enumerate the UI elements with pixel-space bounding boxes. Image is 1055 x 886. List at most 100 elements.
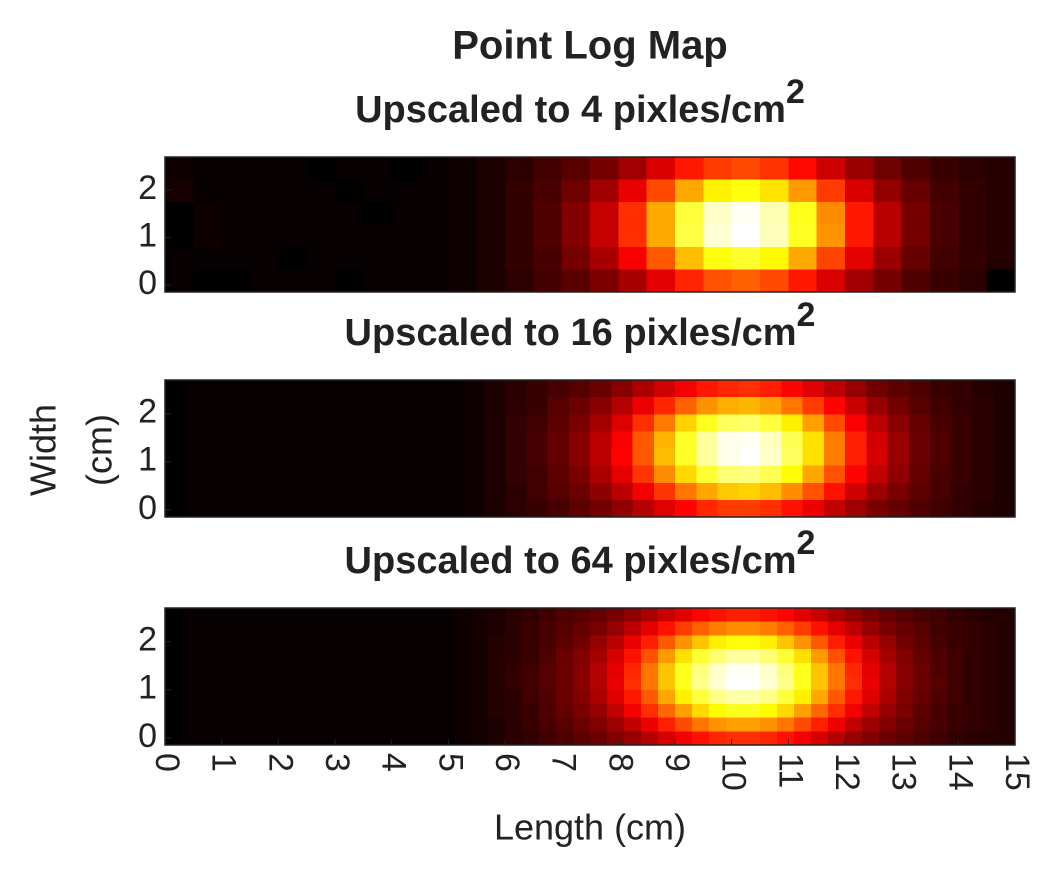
heatmap-cell: [845, 269, 874, 293]
heatmap-cell: [454, 608, 472, 623]
heatmap-cell: [738, 431, 761, 450]
heatmap-cell: [568, 380, 591, 398]
heatmap-cell: [267, 717, 285, 732]
heatmap-cell: [703, 247, 733, 271]
heatmap-cell: [271, 499, 294, 518]
heatmap-cell: [958, 179, 988, 203]
heatmap-cell: [556, 635, 574, 650]
x-tick-label: 10: [715, 753, 753, 791]
heatmap-cell: [437, 621, 455, 636]
heatmap-cell: [958, 269, 988, 293]
heatmap-cell: [561, 247, 591, 271]
heatmap-cell: [292, 431, 315, 450]
heatmap-cell: [986, 247, 1016, 271]
heatmap-cell: [186, 499, 209, 518]
heatmap-cell: [522, 635, 540, 650]
heatmap-cell: [561, 179, 591, 203]
heatmap-cell: [533, 269, 563, 293]
heatmap-cell: [675, 414, 697, 432]
heatmap-cell: [441, 482, 464, 501]
heatmap-cell: [352, 717, 370, 732]
heatmap-cell: [823, 397, 846, 415]
heatmap-cell: [696, 465, 719, 484]
heatmap-cell: [165, 224, 194, 248]
heatmap-cell: [250, 380, 272, 398]
heatmap-cell: [828, 649, 846, 664]
heatmap-cell: [901, 224, 931, 248]
heatmap-cell: [539, 635, 557, 650]
heatmap-cell: [377, 414, 400, 432]
heatmap-cell: [420, 731, 438, 746]
heatmap-cell: [505, 179, 534, 203]
heatmap-cell: [573, 662, 591, 678]
heatmap-cell: [448, 269, 478, 293]
heatmap-cell: [658, 731, 676, 746]
heatmap-cell: [866, 380, 889, 398]
heatmap-cell: [590, 431, 612, 450]
heatmap-cell: [505, 431, 527, 450]
heatmap-cell: [313, 380, 336, 398]
heatmap-cell: [951, 465, 974, 484]
heatmap-cell: [533, 179, 563, 203]
heatmap-cell: [233, 608, 251, 623]
heatmap-cell: [462, 465, 485, 484]
heatmap-cell: [743, 608, 761, 623]
heatmap-cell: [879, 608, 897, 623]
heatmap-cell: [561, 157, 591, 181]
heatmap-cell: [193, 157, 223, 181]
heatmap-cell: [930, 690, 948, 705]
heatmap-cell: [590, 662, 608, 678]
heatmap-cell: [738, 414, 761, 432]
panel-title-superscript: 2: [786, 73, 805, 111]
heatmap-cell: [811, 621, 829, 636]
heatmap-cell: [301, 703, 319, 719]
heatmap-cell: [250, 608, 268, 623]
heatmap-cell: [199, 731, 217, 746]
heatmap-cell: [352, 621, 370, 636]
heatmap-cell: [363, 224, 393, 248]
heatmap-cells: [165, 608, 1016, 746]
heatmap-cell: [590, 621, 608, 636]
heatmap-cell: [228, 465, 251, 484]
heatmap-cell: [356, 465, 379, 484]
heatmap-cell: [823, 482, 846, 501]
heatmap-cell: [420, 499, 442, 518]
heatmap-cell: [301, 662, 319, 678]
heatmap-cell: [522, 662, 540, 678]
heatmap-cell: [590, 179, 619, 203]
heatmap-cell: [165, 635, 183, 650]
heatmap-cell: [556, 649, 574, 664]
heatmap-cell: [363, 157, 393, 181]
heatmap-cell: [454, 717, 472, 732]
heatmap-cell: [221, 179, 251, 203]
heatmap-cell: [981, 608, 999, 623]
heatmap-cell: [403, 635, 421, 650]
heatmap-cell: [738, 482, 761, 501]
plot-frame: [164, 379, 1016, 518]
heatmap-cell: [738, 465, 761, 484]
heatmap-cell: [228, 499, 251, 518]
heatmap-cell: [335, 690, 353, 705]
heatmap-cell: [526, 397, 549, 415]
heatmap-cell: [731, 269, 761, 293]
heatmap-cell: [873, 179, 903, 203]
heatmap-cell: [488, 608, 506, 623]
heatmap-cell: [777, 703, 795, 719]
heatmap-cell: [788, 157, 818, 181]
heatmap-cell: [556, 703, 574, 719]
heatmap-cell: [165, 179, 194, 203]
heatmap-cell: [352, 676, 370, 691]
heatmap-cell: [781, 482, 804, 501]
heatmap-cell: [696, 482, 719, 501]
heatmap-cell: [709, 703, 727, 719]
heatmap-cell: [318, 635, 336, 650]
heatmap-cell: [607, 717, 625, 732]
heatmap-cell: [301, 676, 319, 691]
heatmap-cell: [607, 690, 625, 705]
heatmap-cell: [646, 224, 676, 248]
heatmap-cell: [165, 676, 183, 691]
heatmap-cell: [398, 482, 421, 501]
heatmap-cell: [335, 414, 357, 432]
heatmap-cell: [777, 621, 795, 636]
x-tick-label: 14: [941, 753, 979, 791]
